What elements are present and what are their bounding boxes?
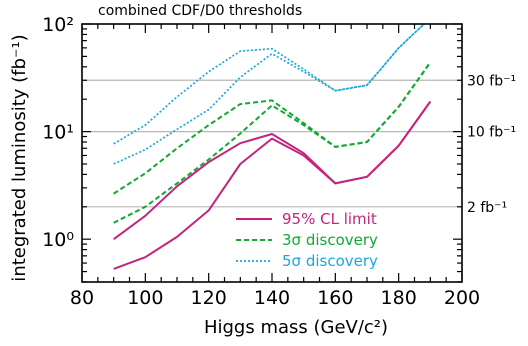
series-line xyxy=(113,101,432,270)
x-tick-label: 160 xyxy=(317,287,353,309)
x-tick-label: 100 xyxy=(127,287,163,309)
axis-ticks xyxy=(81,23,463,283)
reference-label: 30 fb⁻¹ xyxy=(467,73,516,89)
legend-label: 95% CL limit xyxy=(282,210,377,228)
x-axis-label: Higgs mass (GeV/c²) xyxy=(204,317,388,338)
plot-frame xyxy=(81,23,463,283)
x-tick-label: 140 xyxy=(254,287,290,309)
legend-label: 3σ discovery xyxy=(282,231,378,249)
series-line xyxy=(113,24,425,165)
x-tick-label: 120 xyxy=(191,287,227,309)
x-tick-label: 80 xyxy=(70,287,94,309)
axis-tick-labels: 80 100 120 140 160 180 200 10⁰ 10¹ 10² xyxy=(42,14,480,309)
legend: 95% CL limit 3σ discovery 5σ discovery xyxy=(236,210,378,270)
y-tick-label: 10⁰ xyxy=(42,229,74,251)
data-series xyxy=(113,24,432,270)
x-tick-label: 200 xyxy=(444,287,480,309)
reference-label: 10 fb⁻¹ xyxy=(467,125,516,141)
x-tick-label: 180 xyxy=(381,287,417,309)
y-tick-label: 10² xyxy=(42,14,74,36)
reference-labels: 30 fb⁻¹ 10 fb⁻¹ 2 fb⁻¹ xyxy=(467,73,516,216)
y-tick-label: 10¹ xyxy=(42,122,74,144)
series-line xyxy=(113,24,425,145)
series-line xyxy=(113,61,432,224)
series-line xyxy=(113,61,432,195)
chart-title: combined CDF/D0 thresholds xyxy=(98,3,302,19)
reference-label: 2 fb⁻¹ xyxy=(467,200,507,216)
legend-label: 5σ discovery xyxy=(282,252,378,270)
y-axis-label: integrated luminosity (fb⁻¹) xyxy=(9,34,30,281)
